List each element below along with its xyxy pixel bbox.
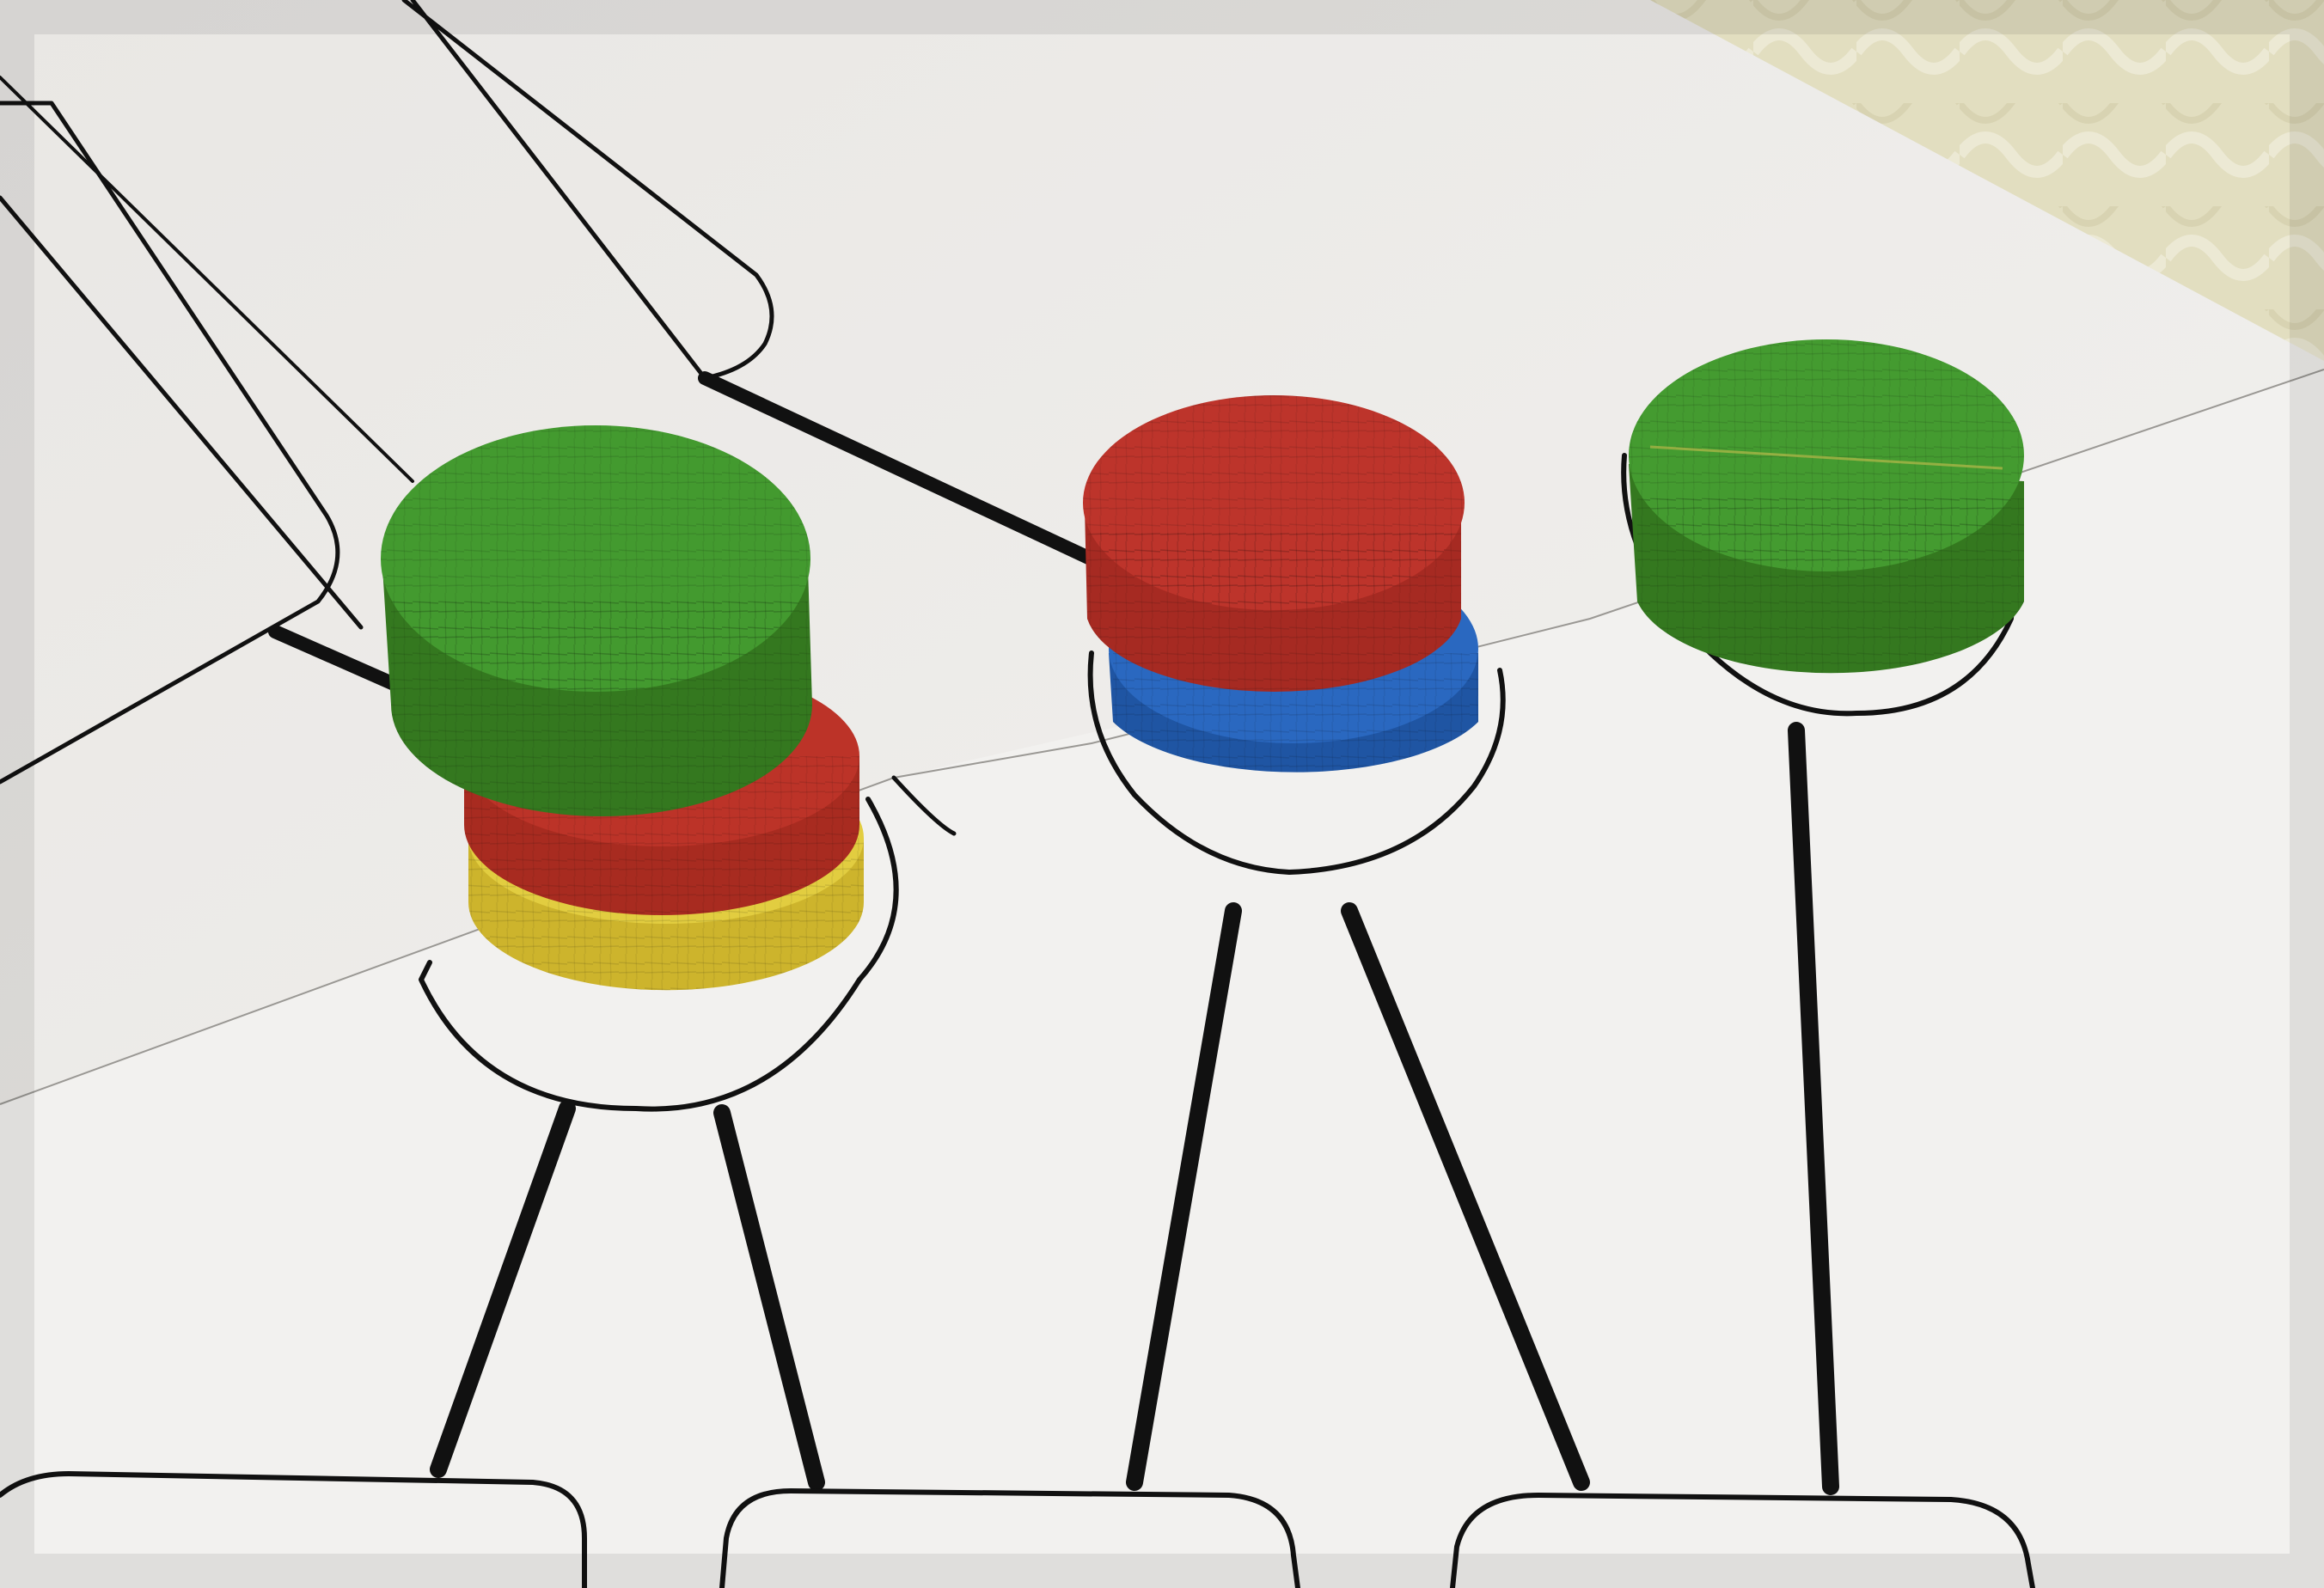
branch-center-1 [1126,902,1242,1491]
bottom-box-2 [719,1488,1300,1588]
branch-right-1 [1788,722,1839,1495]
branch-left-1 [430,1100,576,1478]
node-left-arc [419,797,899,1112]
connector-2 [698,371,1116,574]
bottom-box-1 [0,1471,587,1588]
piece-red-center[interactable] [1083,395,1465,692]
rounded-box-top [401,0,774,381]
bottom-box-3 [1450,1493,2035,1588]
stack-center[interactable] [1083,395,1478,773]
rounded-box-top-left [0,101,340,785]
piece-green-left[interactable] [381,425,812,816]
node-center-arc [1087,650,1506,875]
piece-green-right[interactable] [1629,339,2024,674]
branch-left-2 [713,1104,825,1491]
board-sheet-lower [0,370,2324,1588]
stack-left[interactable] [381,425,864,991]
branch-center-2 [1341,902,1590,1491]
